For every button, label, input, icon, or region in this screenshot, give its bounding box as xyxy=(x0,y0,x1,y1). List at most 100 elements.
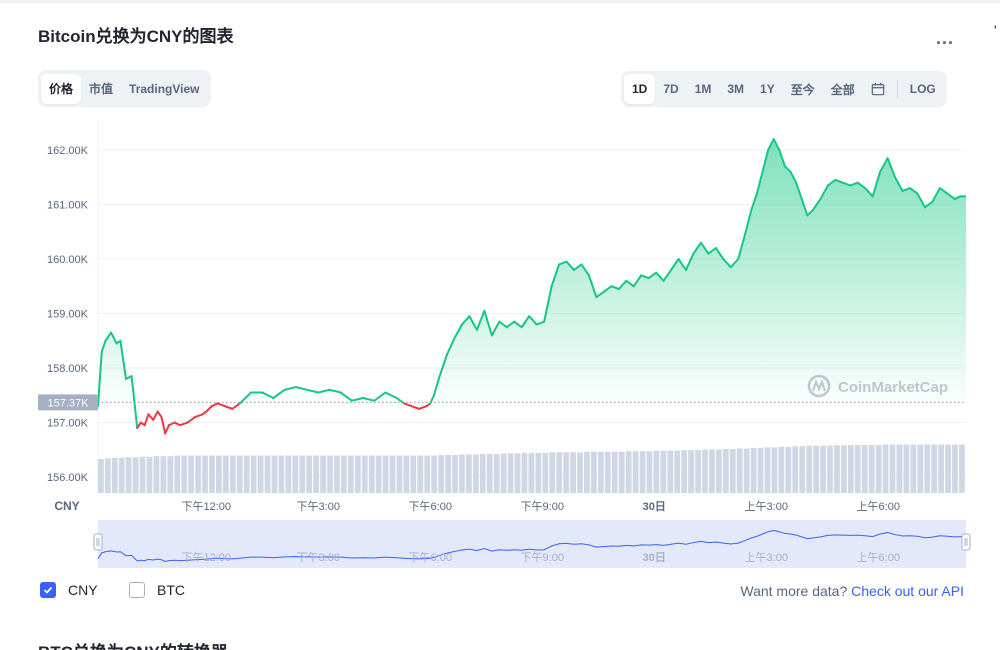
price-line-segment xyxy=(272,388,286,399)
price-line-segment xyxy=(373,391,387,402)
price-line-segment xyxy=(490,320,501,337)
volume-bar xyxy=(118,457,125,493)
navigator-tick-label: 上午3:00 xyxy=(745,551,788,564)
navigator-handle-right[interactable] xyxy=(961,533,971,551)
baseline-label: 157.37K xyxy=(38,394,98,411)
price-line-segment xyxy=(104,331,113,342)
price-line-segment xyxy=(849,181,859,187)
volume-bar xyxy=(486,453,493,493)
tab-price[interactable]: 价格 xyxy=(41,73,82,104)
volume-bar xyxy=(674,450,681,493)
price-line-segment xyxy=(894,176,904,192)
price-area xyxy=(98,138,966,435)
checkbox-unchecked-icon[interactable] xyxy=(129,582,145,598)
volume-bar xyxy=(813,445,819,493)
volume-bar xyxy=(313,455,320,493)
range-7d[interactable]: 7D xyxy=(663,82,679,96)
price-line-segment xyxy=(602,285,613,293)
volume-bar xyxy=(396,455,403,493)
api-promo: Want more data? Check out our API xyxy=(740,583,964,599)
volume-bar xyxy=(861,445,868,493)
price-line-segment xyxy=(433,375,441,397)
volume-bar xyxy=(695,450,701,493)
price-line-segment xyxy=(328,388,342,394)
watermark: CoinMarketCap xyxy=(807,374,948,398)
legend-cny[interactable]: CNY xyxy=(40,582,98,598)
price-line-segment xyxy=(864,187,874,198)
volume-bar xyxy=(549,452,556,493)
volume-bar xyxy=(847,445,854,493)
price-line-segment xyxy=(789,170,798,184)
legend-label-cny: CNY xyxy=(68,582,98,598)
price-line-segment xyxy=(931,187,941,203)
volume-bar xyxy=(778,446,785,493)
volume-bar xyxy=(625,451,632,493)
range-all[interactable]: 全部 xyxy=(830,82,855,97)
volume-bar xyxy=(104,458,111,493)
navigator-tick-label: 下午12:00 xyxy=(182,551,232,564)
price-line-segment xyxy=(662,268,673,282)
price-line-segment xyxy=(909,187,919,195)
x-tick-label: 下午3:00 xyxy=(297,500,340,513)
x-tick-label: 下午9:00 xyxy=(521,500,564,513)
volume-bar xyxy=(125,457,132,493)
price-line-segment xyxy=(130,375,139,429)
price-chart[interactable]: CoinMarketCap 156.00K 157.00K 158.00K 159.0… xyxy=(0,0,1000,580)
price-line-segment xyxy=(886,157,897,179)
y-tick-label: 161.00K xyxy=(47,200,89,212)
price-line-segment xyxy=(806,208,814,217)
price-line-segment xyxy=(677,258,687,271)
price-line-segment xyxy=(834,178,844,184)
volume-bar xyxy=(361,455,368,493)
price-line-segment xyxy=(535,320,546,326)
volume-bar xyxy=(493,453,500,493)
legend-label-btc: BTC xyxy=(157,582,185,598)
price-line-segment xyxy=(350,396,365,402)
checkbox-checked-icon[interactable] xyxy=(40,582,56,598)
range-1d[interactable]: 1D xyxy=(624,74,656,104)
volume-bar xyxy=(799,446,806,493)
volume-bar xyxy=(834,445,840,493)
baseline-label-bg xyxy=(38,394,98,411)
price-line-segment xyxy=(475,309,486,331)
range-ytd[interactable]: 至今 xyxy=(790,82,815,97)
price-line-segment xyxy=(119,339,127,380)
volume-bar xyxy=(271,455,278,493)
volume-bar xyxy=(243,455,250,493)
legend-btc[interactable]: BTC xyxy=(129,582,185,598)
price-line-segment xyxy=(655,271,665,282)
range-1y[interactable]: 1Y xyxy=(760,82,775,96)
price-line-segment xyxy=(767,138,775,151)
price-line-segment xyxy=(632,274,643,288)
price-line-segment xyxy=(429,394,435,405)
price-line-segment xyxy=(231,402,241,410)
tab-tradingview[interactable]: TradingView xyxy=(129,81,200,96)
volume-bar xyxy=(896,444,903,493)
volume-bar xyxy=(806,445,813,493)
volume-bar xyxy=(632,451,639,493)
calendar-icon[interactable] xyxy=(863,74,893,104)
range-navigator[interactable]: 下午12:00 下午3:00 下午6:00 下午9:00 30日 上午3:00 上午6:00 xyxy=(93,520,971,568)
price-line-segment xyxy=(819,184,829,201)
volume-bar xyxy=(507,453,514,493)
volume-bar xyxy=(820,445,826,493)
more-options-icon[interactable]: ... xyxy=(936,28,955,48)
range-3m[interactable]: 3M xyxy=(727,82,745,96)
price-line-segment xyxy=(550,263,561,288)
log-scale-toggle[interactable]: LOG xyxy=(909,82,936,96)
api-link[interactable]: Check out our API xyxy=(851,583,964,599)
price-line-segment xyxy=(339,391,353,402)
price-line-segment xyxy=(418,405,428,410)
price-line-segment xyxy=(714,247,725,260)
y-axis-ticks: 156.00K 157.00K 158.00K 159.00K 160.00K 161.0… xyxy=(38,145,98,484)
price-line-segment xyxy=(729,258,740,269)
volume-bar xyxy=(181,455,188,493)
tab-market-cap[interactable]: 市值 xyxy=(89,82,114,96)
volume-bar xyxy=(542,452,549,493)
price-line-segment xyxy=(737,230,747,260)
navigator-handle-left[interactable] xyxy=(93,533,103,551)
range-1m[interactable]: 1M xyxy=(694,82,712,96)
volume-bar xyxy=(910,444,917,493)
volume-bar xyxy=(924,444,931,493)
price-line-segment xyxy=(528,315,538,326)
